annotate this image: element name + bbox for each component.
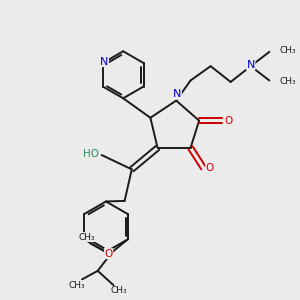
Text: CH₃: CH₃ (110, 286, 127, 296)
Text: CH₃: CH₃ (279, 77, 296, 86)
Text: N: N (100, 57, 108, 67)
Text: HO: HO (83, 148, 99, 159)
Text: CH₃: CH₃ (279, 46, 296, 55)
Text: O: O (224, 116, 232, 126)
Text: N: N (173, 89, 181, 99)
Text: N: N (247, 60, 255, 70)
Text: CH₃: CH₃ (79, 232, 95, 242)
Text: O: O (206, 163, 214, 173)
Text: CH₃: CH₃ (68, 281, 85, 290)
Text: O: O (104, 249, 113, 259)
